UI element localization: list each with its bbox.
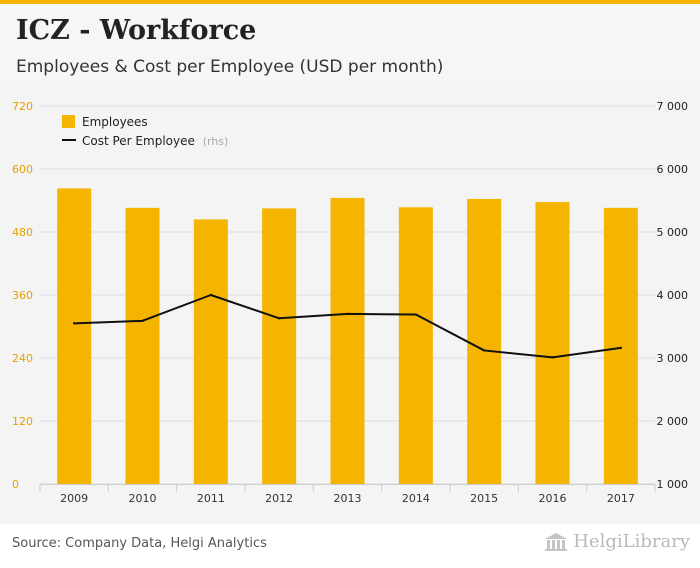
x-tick-label: 2013 <box>334 492 362 505</box>
chart-title: ICZ - Workforce <box>16 15 257 46</box>
bar-employees-2011 <box>193 219 228 484</box>
point-cost-2017 <box>619 346 623 350</box>
logo-text: HelgiLibrary <box>573 531 690 552</box>
point-cost-2011 <box>209 293 213 297</box>
y-left-tick-label: 240 <box>12 352 33 365</box>
y-left-tick-label: 600 <box>12 163 33 176</box>
point-cost-2014 <box>414 313 418 316</box>
y-left-tick-label: 480 <box>12 226 33 239</box>
workforce-chart: 0 1 000 120 2 000 240 3 000 360 4 000 480 5 000 60… <box>12 100 688 505</box>
x-tick-label: 2016 <box>539 492 567 505</box>
point-cost-2016 <box>551 356 554 359</box>
legend-rhs-suffix: (rhs) <box>203 135 229 148</box>
y-left-tick-label: 120 <box>12 415 33 428</box>
x-tick-label: 2010 <box>129 492 157 505</box>
chart-subtitle: Employees & Cost per Employee (USD per m… <box>16 57 444 77</box>
bar-employees-2017 <box>603 207 638 484</box>
point-cost-2012 <box>277 317 281 320</box>
x-tick-label: 2009 <box>60 492 88 505</box>
point-cost-2010 <box>141 319 144 323</box>
bar-employees-2015 <box>467 198 502 485</box>
legend-cost-label: Cost Per Employee (rhs) <box>82 134 228 148</box>
bar-employees-2014 <box>398 207 433 484</box>
source-note: Source: Company Data, Helgi Analytics <box>12 536 267 551</box>
chart-header: ICZ - Workforce Employees & Cost per Emp… <box>0 4 700 86</box>
legend-employees-swatch <box>62 115 75 128</box>
y-right-tick-label: 7 000 <box>657 100 689 113</box>
point-cost-2009 <box>72 322 76 325</box>
x-tick-label: 2015 <box>470 492 498 505</box>
point-cost-2013 <box>346 312 349 316</box>
bar-employees-2012 <box>262 208 297 484</box>
y-right-tick-label: 6 000 <box>657 163 689 176</box>
y-right-tick-label: 1 000 <box>657 478 689 491</box>
legend: Employees Cost Per Employee (rhs) <box>62 115 228 148</box>
point-cost-2015 <box>482 349 486 352</box>
y-left-tick-label: 0 <box>12 478 19 491</box>
legend-cost-label-text: Cost Per Employee <box>82 134 195 148</box>
y-right-tick-label: 3 000 <box>657 352 689 365</box>
bar-employees-2013 <box>330 197 365 484</box>
bar-employees-2010 <box>125 207 160 484</box>
y-right-tick-label: 2 000 <box>657 415 689 428</box>
y-right-tick-label: 4 000 <box>657 289 689 302</box>
y-left-tick-label: 720 <box>12 100 33 113</box>
legend-employees-label: Employees <box>82 115 148 129</box>
x-tick-label: 2011 <box>197 492 225 505</box>
x-tick-label: 2012 <box>265 492 293 505</box>
bar-employees-2016 <box>535 202 570 484</box>
bars-layer <box>57 188 638 485</box>
line-layer <box>72 293 623 359</box>
y-left-tick-label: 360 <box>12 289 33 302</box>
top-accent-bar <box>0 0 700 4</box>
x-tick-label: 2017 <box>607 492 635 505</box>
x-tick-label: 2014 <box>402 492 430 505</box>
axis-layer: 0 1 000 120 2 000 240 3 000 360 4 000 480 5 000 60… <box>12 100 688 505</box>
bar-employees-2009 <box>57 188 92 485</box>
y-right-tick-label: 5 000 <box>657 226 689 239</box>
helgi-library-logo[interactable]: HelgiLibrary <box>543 531 690 552</box>
library-building-icon <box>545 532 568 551</box>
